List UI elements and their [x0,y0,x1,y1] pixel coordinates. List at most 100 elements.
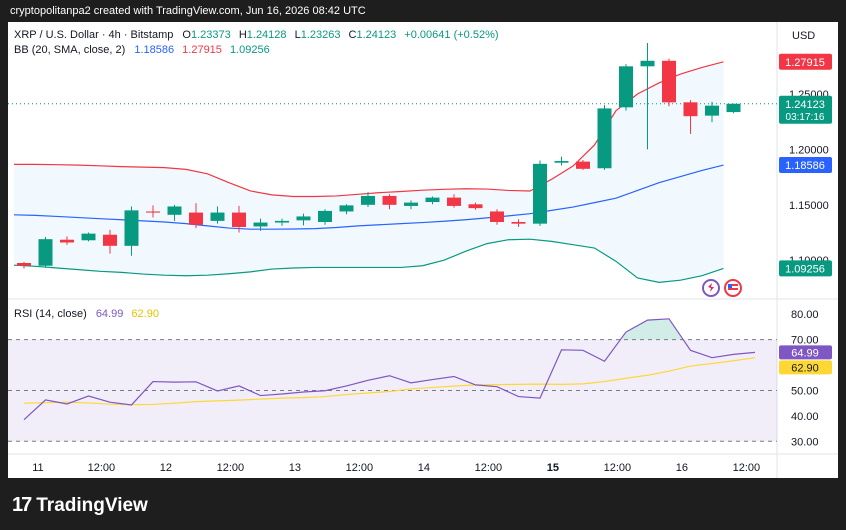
time-tick-label: 12 [160,462,172,474]
rsi-tick-label: 80.00 [791,309,819,321]
candle-body[interactable] [167,206,182,215]
legend-change: +0.00641 (+0.52%) [404,29,498,41]
chart-frame[interactable]: 1.250001.200001.150001.1000080.0070.0050… [8,22,838,478]
bb-basis-value: 1.18586 [134,44,174,56]
legend-close-label: C [349,29,357,41]
legend-high: 1.24128 [247,29,287,41]
chart-canvas[interactable]: 1.250001.200001.150001.1000080.0070.0050… [8,22,838,478]
candle-body[interactable] [425,197,440,203]
price-badge-lower-text: 1.09256 [785,263,825,275]
candle-body[interactable] [533,163,547,224]
candle-body[interactable] [253,222,268,227]
candle-body[interactable] [447,197,461,206]
brand-name: TradingView [36,494,148,516]
tradingview-logo-icon: 17 [12,494,32,516]
price-badge-lower [779,260,832,277]
time-tick-label: 12:00 [346,462,374,474]
rsi-tick-label: 30.00 [791,436,819,448]
svg-text:XRP / U.S. Dollar · 4h · Bitst: XRP / U.S. Dollar · 4h · Bitstamp O1.233… [14,29,499,41]
bb-fill-area [14,61,724,283]
candle-body[interactable] [146,211,160,213]
candle-body[interactable] [404,202,418,206]
time-tick-label: 15 [547,462,559,474]
candle-body[interactable] [511,221,526,224]
price-tick-label: 1.15000 [789,200,829,212]
candle-body[interactable] [382,195,397,205]
candle-body[interactable] [662,60,676,103]
price-badge-last [779,95,832,124]
price-badge-upper [779,53,832,70]
time-tick-label: 12:00 [217,462,245,474]
rsi-value: 64.99 [96,308,124,320]
rsi-badge-rsi_ma [779,360,832,375]
price-badge-upper-text: 1.27915 [785,57,825,69]
candle-body[interactable] [232,212,246,227]
tradingview-brand[interactable]: 17 TradingView [12,494,148,517]
replay-icon[interactable] [702,279,720,297]
candle-body[interactable] [103,234,117,246]
candle-body[interactable] [490,211,504,222]
rsi-tick-label: 50.00 [791,385,819,397]
candle-body[interactable] [726,103,741,113]
rsi-line [23,318,756,421]
bb-lower-line [13,238,724,283]
price-badge-basis-text: 1.18586 [785,160,825,172]
candle-body[interactable] [576,161,590,169]
time-tick-label: 12:00 [604,462,632,474]
svg-text:BB (20, SMA, close, 2) 1: BB (20, SMA, close, 2) 1.18586 1.27915 1… [14,44,270,56]
candle-body[interactable] [683,102,698,117]
candle-body[interactable] [38,239,53,266]
time-tick-label: 12:00 [88,462,116,474]
price-tick-label: 1.20000 [789,144,829,156]
time-tick-label: 12:00 [475,462,503,474]
candle-body[interactable] [17,262,31,266]
time-tick-label: 12:00 [733,462,761,474]
time-tick-label: 14 [418,462,430,474]
candle-body[interactable] [554,161,569,163]
rsi-badge-rsi-text: 64.99 [791,347,819,359]
legend-low: 1.23263 [301,29,341,41]
candle-body[interactable] [640,60,655,67]
candle-body[interactable] [597,108,612,169]
rsi-ma-value: 62.90 [131,308,159,320]
flag-icon[interactable] [724,279,742,297]
candle-body[interactable] [318,210,332,222]
candle-body[interactable] [468,204,483,209]
candle-body[interactable] [124,210,139,246]
candle-body[interactable] [81,233,96,241]
rsi-badge-rsi [779,345,832,360]
legend-low-label: L [295,29,301,41]
candle-body[interactable] [189,212,203,225]
legend-open-label: O [182,29,191,41]
candle-body[interactable] [275,220,289,223]
time-tick-label: 11 [32,462,43,474]
legend-close: 1.24123 [357,29,397,41]
time-tick-label: 16 [676,462,688,474]
candle-body[interactable] [210,212,225,221]
candle-body[interactable] [619,66,633,108]
rsi-ma-line [23,357,756,406]
bb-legend-label: BB (20, SMA, close, 2) [14,44,125,56]
time-tick-label: 13 [289,462,301,474]
candle-body[interactable] [705,105,719,116]
candle-body[interactable] [296,216,311,221]
bb-upper-value: 1.27915 [182,44,222,56]
chart-header: cryptopolitanpa2 created with TradingVie… [10,5,366,17]
rsi-tick-label: 70.00 [791,335,819,347]
rsi-tick-label: 40.00 [791,411,819,423]
rsi-legend-label: RSI (14, close) [14,308,87,320]
currency-label: USD [792,30,815,42]
candle-body[interactable] [60,239,74,243]
price-badge-last-text: 1.24123 [785,99,825,111]
price-badge-basis [779,157,832,174]
rsi-badge-rsi_ma-text: 62.90 [791,362,819,374]
candle-body[interactable] [339,205,354,212]
bb-lower-value: 1.09256 [230,44,270,56]
rsi-overbought-fill [621,318,682,340]
legend-high-label: H [239,29,247,41]
countdown-text: 03:17:16 [786,112,825,123]
svg-text:RSI (14, close) 64.99: RSI (14, close) 64.99 62.90 [14,308,159,320]
candle-body[interactable] [361,195,375,205]
legend-open: 1.23373 [191,29,231,41]
legend-symbol: XRP / U.S. Dollar · 4h · Bitstamp [14,29,173,41]
